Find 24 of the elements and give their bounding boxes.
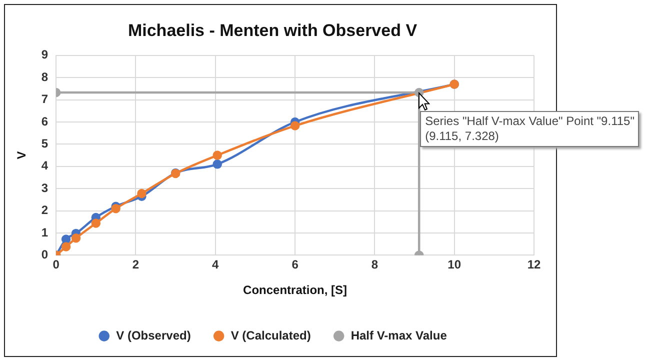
legend-label: Half V-max Value: [350, 328, 448, 342]
legend-label: V (Observed): [116, 328, 191, 342]
chart-title: Michaelis - Menten with Observed V: [128, 20, 418, 40]
x-tick-label: 12: [527, 258, 541, 272]
y-tick-label: 1: [41, 225, 48, 240]
x-tick-label: 10: [448, 258, 462, 272]
y-tick-label: 0: [41, 248, 48, 262]
x-tick-label: 0: [52, 258, 60, 272]
y-tick-label: 3: [41, 180, 48, 195]
x-tick-label: 2: [132, 258, 140, 272]
y-tick-label: 4: [41, 158, 48, 173]
y-axis-title: V: [14, 151, 29, 160]
x-tick-label: 6: [292, 258, 299, 272]
y-tick-label: 2: [41, 203, 48, 218]
x-axis-title: Concentration, [S]: [243, 283, 348, 298]
y-tick-label: 6: [41, 114, 48, 128]
x-tick-label: 8: [371, 258, 378, 272]
y-tick-label: 5: [41, 136, 48, 151]
y-tick-label: 9: [41, 48, 48, 62]
legend-label: V (Calculated): [230, 328, 311, 342]
y-tick-label: 7: [41, 92, 48, 106]
x-tick-label: 4: [212, 258, 220, 272]
annotation: Series "Half V-max Value" Point "9.115" (9.115, 7.328): [420, 110, 640, 147]
y-tick-label: 8: [41, 70, 48, 84]
